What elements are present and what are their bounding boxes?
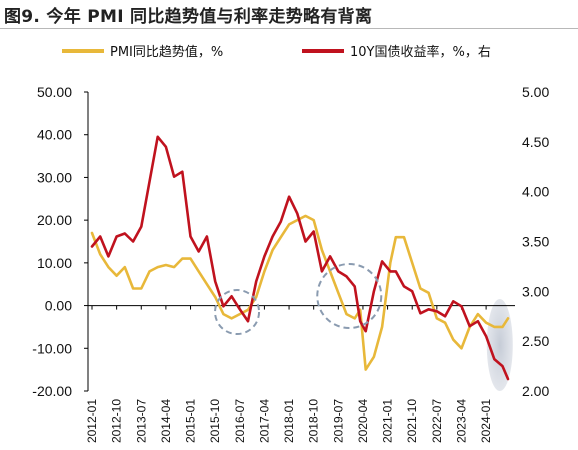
x-tick-label: 2013-07	[134, 399, 148, 443]
x-tick-label: 2015-01	[184, 399, 198, 443]
right-tick-label: 5.00	[522, 84, 549, 100]
x-tick-label: 2021-01	[381, 399, 395, 443]
recent-highlight-shape	[486, 299, 513, 391]
left-tick-label: 20.00	[37, 212, 72, 228]
x-tick-label: 2022-07	[430, 399, 444, 443]
x-tick-label: 2018-10	[307, 399, 321, 443]
x-tick-label: 2015-10	[208, 399, 222, 443]
right-tick-label: 2.50	[522, 333, 549, 349]
right-tick-label: 4.00	[522, 184, 549, 200]
x-tick-label: 2014-04	[159, 399, 173, 443]
annotation-circle	[316, 263, 383, 329]
pmi-series-line	[90, 214, 510, 371]
x-tick-label: 2021-10	[405, 399, 419, 443]
legend-pmi-label: PMI同比趋势值，%	[110, 44, 223, 60]
left-tick-label: 40.00	[37, 127, 72, 143]
title-divider	[0, 28, 578, 29]
right-tick-label: 3.00	[522, 283, 549, 299]
left-tick-label: -10.00	[32, 340, 72, 356]
x-tick-label: 2018-01	[282, 399, 296, 443]
right-tick-label: 3.50	[522, 234, 549, 250]
annotation-circle	[214, 289, 261, 335]
x-tick-label: 2020-04	[356, 399, 370, 443]
x-tick-label: 2012-10	[110, 399, 124, 443]
x-tick-label: 2017-04	[257, 399, 271, 443]
yield-series-line	[90, 135, 510, 381]
left-tick-label: 10.00	[37, 255, 72, 271]
left-tick-label: -20.00	[32, 383, 72, 399]
x-tick-label: 2024-01	[479, 399, 493, 443]
left-tick-label: 0.00	[45, 298, 72, 314]
left-tick-label: 30.00	[37, 169, 72, 185]
right-tick-label: 4.50	[522, 134, 549, 150]
x-tick-label: 2023-04	[454, 399, 468, 443]
legend-yield-label: 10Y国债收益率，%，右	[350, 44, 491, 60]
x-tick-label: 2019-07	[331, 399, 345, 443]
chart-title: 图9. 今年 PMI 同比趋势值与利率走势略有背离	[4, 7, 373, 27]
left-tick-label: 50.00	[37, 84, 72, 100]
x-tick-label: 2012-01	[85, 399, 99, 443]
x-tick-label: 2016-07	[233, 399, 247, 443]
right-tick-label: 2.00	[522, 383, 549, 399]
